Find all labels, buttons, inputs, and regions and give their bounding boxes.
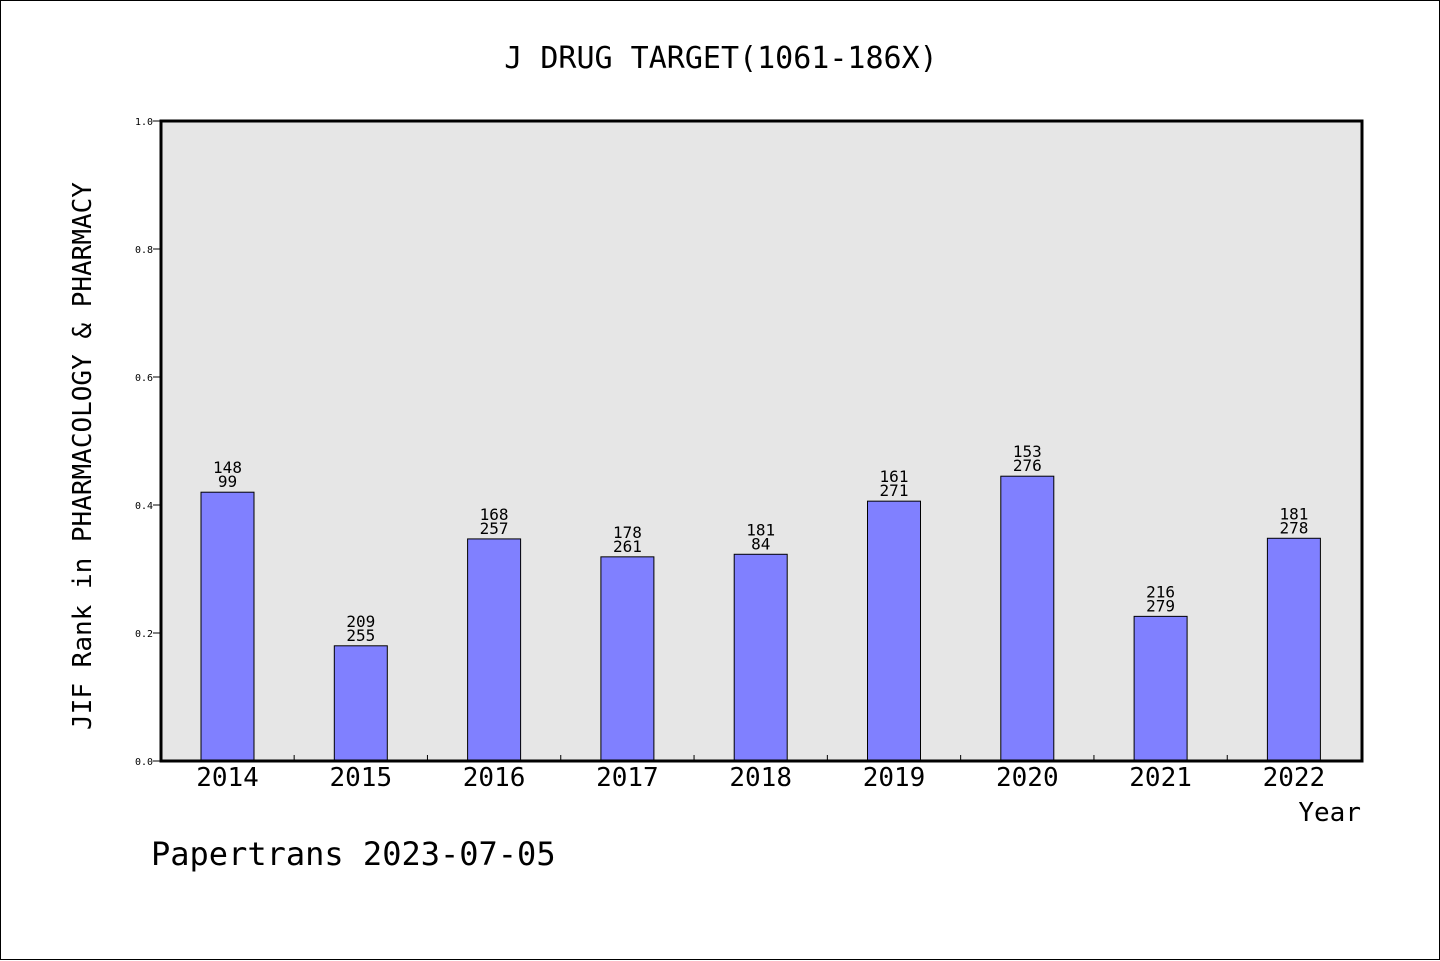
y-tick-label: 0.0: [135, 757, 153, 768]
bar-2018: [733, 553, 788, 762]
bar-label-top: 209: [346, 612, 375, 631]
bar-2022: [1266, 537, 1321, 762]
x-tick-label: 2018: [729, 763, 792, 793]
x-tick-label: 2020: [996, 763, 1059, 793]
x-tick-label: 2015: [329, 763, 392, 793]
bar-label-top: 148: [213, 458, 242, 477]
footer-credit: Papertrans 2023-07-05: [151, 835, 556, 873]
bar-2016: [467, 538, 522, 762]
x-tick-label: 2017: [596, 763, 659, 793]
x-tick-label: 2021: [1129, 763, 1192, 793]
y-tick-label: 0.4: [135, 501, 153, 512]
bar-2019: [867, 500, 921, 762]
bar-label-top: 178: [613, 523, 642, 542]
bar-label-bottom: 261: [613, 537, 642, 556]
bar-label-bottom: 278: [1279, 518, 1308, 537]
plot-border: [159, 119, 1364, 763]
y-tick-label: 0.8: [135, 245, 153, 256]
x-tick-label: 2022: [1263, 763, 1326, 793]
bar-label-top: 153: [1013, 442, 1042, 461]
bar-label-top: 168: [480, 505, 509, 524]
y-axis-label: JIF Rank in PHARMACOLOGY & PHARMACY: [68, 182, 98, 730]
bar-label-bottom: 255: [346, 626, 375, 645]
bar-series: [200, 475, 1321, 762]
y-tick-label: 1.0: [135, 117, 153, 128]
bar-2014: [200, 491, 255, 762]
bar-label-bottom: 276: [1013, 456, 1042, 475]
x-tick-label: 2016: [463, 763, 526, 793]
bar-2020: [1000, 475, 1055, 762]
bar-label-bottom: 99: [218, 472, 237, 491]
bar-label-top: 161: [880, 467, 909, 486]
bar-2017: [600, 556, 655, 762]
bar-label-top: 216: [1146, 582, 1175, 601]
y-tick-label: 0.2: [135, 629, 153, 640]
x-tick-label: 2019: [863, 763, 926, 793]
bar-2021: [1133, 615, 1188, 762]
x-tick-label: 2014: [196, 763, 259, 793]
chart-title: J DRUG TARGET(1061-186X): [504, 41, 937, 76]
x-axis-label: Year: [1298, 798, 1361, 828]
bar-label-top: 181: [746, 520, 775, 539]
bar-2015: [333, 645, 388, 762]
y-tick-label: 0.6: [135, 373, 153, 384]
bar-label-bottom: 271: [880, 481, 909, 500]
bar-label-bottom: 279: [1146, 596, 1175, 615]
x-tick-labels: 2014 2015 2016 2017 2018 2019 2020 2021 2022: [196, 763, 1325, 793]
bar-label-bottom: 84: [751, 534, 770, 553]
bar-label-bottom: 257: [480, 519, 509, 538]
y-axis: 0.0 0.2 0.4 0.6 0.8 1.0: [135, 117, 161, 768]
bar-label-top: 181: [1279, 504, 1308, 523]
